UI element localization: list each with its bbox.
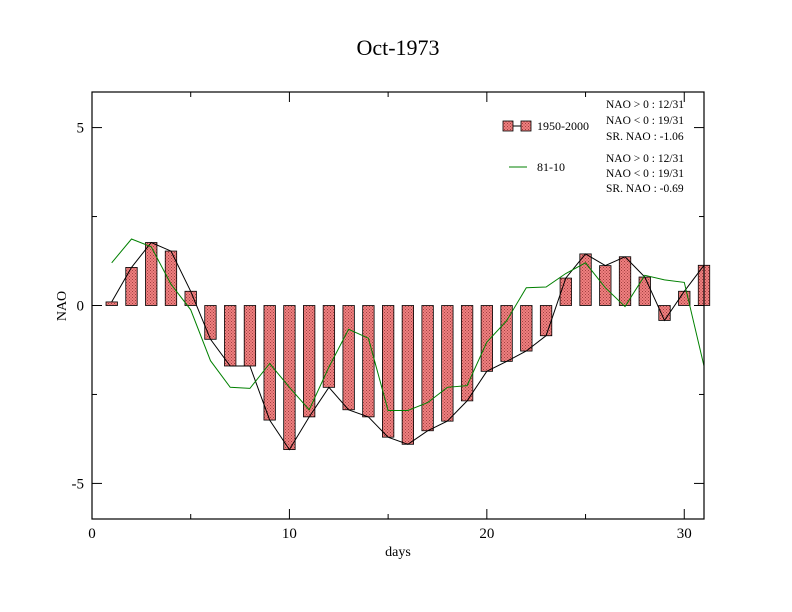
x-tick-label-0: 0	[88, 526, 96, 542]
stats-line-sr: SR. NAO : -0.69	[606, 183, 684, 195]
bar-day-14	[362, 305, 375, 418]
bar-day-29	[658, 305, 671, 321]
bar-day-2	[125, 267, 138, 306]
bar-day-1	[105, 301, 118, 306]
bar-day-18	[441, 305, 454, 422]
legend-bar-swatch-right	[520, 120, 532, 132]
plot-frame	[91, 91, 705, 520]
stats-line-positive: NAO > 0 : 12/31	[606, 153, 684, 165]
y-tick-label-5: 5	[77, 121, 85, 137]
x-tick-label-10: 10	[282, 526, 297, 542]
x-tick-label-20: 20	[479, 526, 494, 542]
bar-day-19	[460, 305, 474, 402]
y-tick-label-0: 0	[77, 299, 85, 315]
y-tick-label--5: -5	[72, 476, 85, 492]
stats-line-negative: NAO < 0 : 19/31	[606, 168, 684, 180]
bar-day-26	[599, 265, 612, 306]
bar-day-25	[579, 253, 592, 306]
legend-bar-swatch-left	[502, 120, 514, 132]
y-axis-label: NAO	[55, 291, 70, 321]
bar-day-3	[145, 242, 158, 306]
bar-day-16	[401, 305, 414, 445]
x-tick-label-30: 30	[677, 526, 692, 542]
bar-day-27	[618, 256, 632, 306]
bar-day-8	[243, 305, 257, 367]
bar-day-17	[421, 305, 434, 432]
bar-day-6	[204, 305, 217, 340]
bar-day-23	[539, 305, 553, 337]
x-axis-label: days	[385, 545, 411, 560]
stats-bar-positive: NAO > 0 : 12/31	[606, 99, 684, 111]
bar-day-24	[559, 277, 572, 306]
stats-bar-sr: SR. NAO : -1.06	[606, 131, 684, 143]
chart-title: Oct-1973	[356, 35, 439, 60]
legend: 1950-2000 81-10 NAO > 0 : 12/31 NAO < 0 …	[502, 99, 684, 195]
bar-day-7	[224, 305, 237, 367]
bar-day-13	[342, 305, 355, 411]
bar-day-22	[520, 305, 533, 352]
bar-day-10	[283, 305, 296, 451]
series-81-10-line	[111, 238, 705, 411]
legend-bar-label: 1950-2000	[537, 119, 589, 133]
stats-bar-negative: NAO < 0 : 19/31	[606, 115, 684, 127]
bar-day-15	[382, 305, 395, 438]
bar-day-5	[184, 290, 197, 306]
legend-line-label: 81-10	[537, 160, 565, 174]
series-1950-2000-line	[111, 241, 705, 451]
